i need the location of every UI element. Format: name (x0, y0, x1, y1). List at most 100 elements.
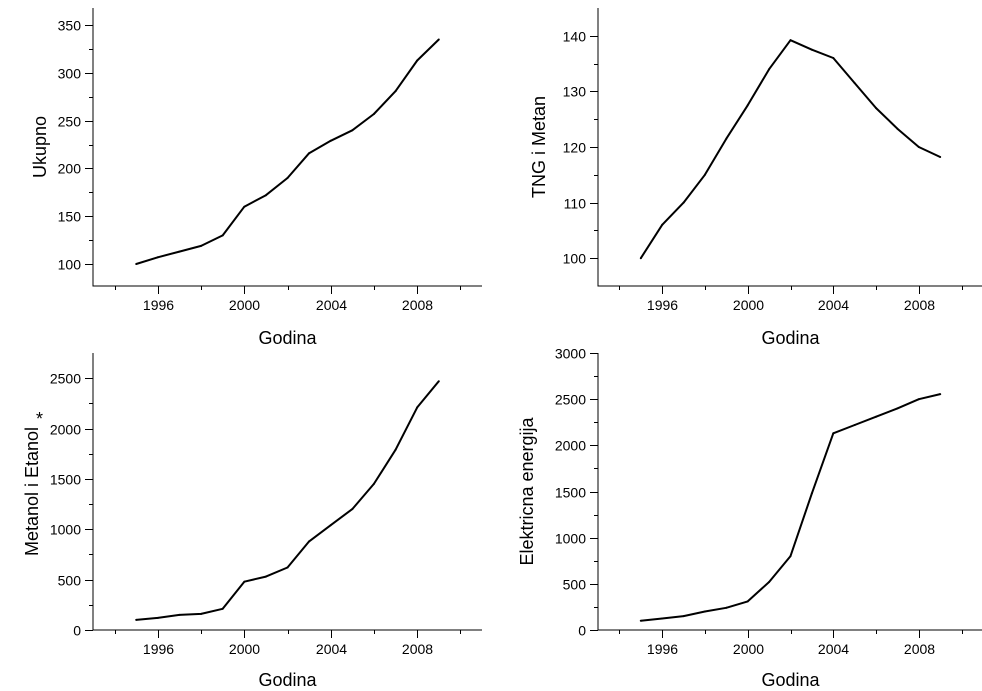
data-point (682, 201, 685, 204)
data-point (789, 39, 792, 42)
data-point (156, 256, 159, 259)
data-point (308, 152, 311, 155)
x-axis-label: Godina (258, 670, 317, 690)
x-tick-label: 2008 (904, 297, 935, 313)
data-point (853, 424, 856, 426)
x-tick-label: 2000 (733, 297, 764, 313)
data-point (661, 617, 664, 620)
data-point (135, 618, 138, 621)
data-point (200, 244, 203, 247)
y-tick-label: 0 (578, 623, 586, 639)
y-tick-label: 200 (58, 161, 82, 177)
x-tick-label: 2004 (316, 641, 347, 657)
data-point (661, 223, 664, 226)
data-point (308, 540, 311, 543)
y-tick-label: 140 (563, 29, 587, 45)
data-point (200, 612, 203, 615)
x-tick-label: 2000 (229, 297, 260, 313)
y-axis-label: TNG i Metan (529, 96, 549, 198)
data-point (437, 380, 440, 383)
series-line (135, 38, 440, 265)
data-point (135, 263, 138, 265)
y-tick-label: 100 (58, 257, 82, 273)
y-tick-label: 110 (564, 196, 587, 212)
data-point (746, 104, 749, 107)
data-point (221, 234, 224, 237)
x-tick-label: 2008 (402, 641, 433, 657)
series-line (136, 380, 440, 621)
data-point (264, 575, 267, 578)
y-tick-label: 100 (563, 251, 587, 267)
data-point (286, 177, 289, 179)
y-tick-label: 1000 (555, 531, 586, 547)
data-point (853, 82, 856, 85)
data-point (178, 613, 181, 616)
data-point (329, 139, 332, 142)
data-point (178, 250, 181, 253)
y-tick-label: 250 (58, 114, 82, 130)
x-tick-label: 2008 (402, 297, 433, 313)
y-axis-label-asterisk: * (36, 409, 43, 429)
data-point (896, 407, 899, 410)
data-point (156, 616, 159, 619)
y-axis-label: Elektricna energija (517, 416, 537, 565)
data-point (896, 127, 899, 130)
y-tick-label: 3000 (555, 346, 586, 362)
data-point (810, 48, 813, 51)
data-point (243, 580, 246, 583)
data-point (639, 619, 642, 622)
data-point (810, 492, 813, 495)
data-point (351, 129, 354, 132)
data-point (682, 615, 685, 618)
x-tick-label: 1996 (647, 641, 678, 657)
x-tick-label: 2000 (229, 641, 260, 657)
y-axis-label: Metanol i Etanol (22, 427, 42, 556)
y-tick-label: 150 (58, 209, 82, 225)
x-tick-label: 2000 (733, 641, 764, 657)
y-tick-label: 0 (73, 623, 81, 639)
data-point (264, 194, 267, 197)
data-point (939, 156, 942, 158)
data-point (221, 607, 224, 610)
data-point (917, 146, 920, 148)
panel-2: 1996 2000 2004 2008 100 110 120 130 140 Godina TNG… (529, 8, 982, 348)
data-point (351, 508, 354, 511)
x-tick-label: 2004 (818, 297, 849, 313)
x-tick-label: 1996 (143, 641, 174, 657)
y-tick-label: 300 (58, 66, 82, 82)
data-point (639, 257, 642, 260)
data-point (832, 57, 835, 59)
data-point (875, 415, 878, 418)
x-axis-label: Godina (761, 670, 820, 690)
data-point (789, 555, 792, 558)
x-axis-label: Godina (258, 328, 317, 348)
data-point (768, 581, 771, 583)
y-tick-label: 2500 (50, 371, 81, 387)
data-point (372, 482, 375, 485)
y-tick-label: 2000 (50, 422, 81, 438)
data-point (703, 173, 706, 176)
y-tick-label: 130 (563, 84, 587, 100)
data-point (329, 524, 332, 527)
y-tick-label: 120 (563, 140, 587, 156)
y-tick-label: 500 (58, 573, 82, 589)
y-tick-label: 1000 (50, 522, 81, 538)
y-tick-label: 500 (563, 577, 587, 593)
series-line (640, 393, 941, 622)
y-tick-label: 1500 (50, 472, 81, 488)
series-line (639, 39, 941, 259)
x-tick-label: 2008 (904, 641, 935, 657)
data-point (372, 113, 375, 115)
data-point (286, 566, 289, 569)
data-point (416, 406, 419, 409)
data-point (243, 205, 246, 208)
data-point (416, 59, 419, 62)
data-point (832, 432, 835, 435)
data-point (939, 393, 942, 396)
panel-4: 1996 2000 2004 2008 0 500 1000 1500 2000 2500 3000… (517, 346, 982, 690)
data-point (917, 398, 920, 401)
y-tick-label: 2000 (555, 438, 586, 454)
y-tick-label: 1500 (555, 485, 586, 501)
data-point (875, 107, 878, 110)
